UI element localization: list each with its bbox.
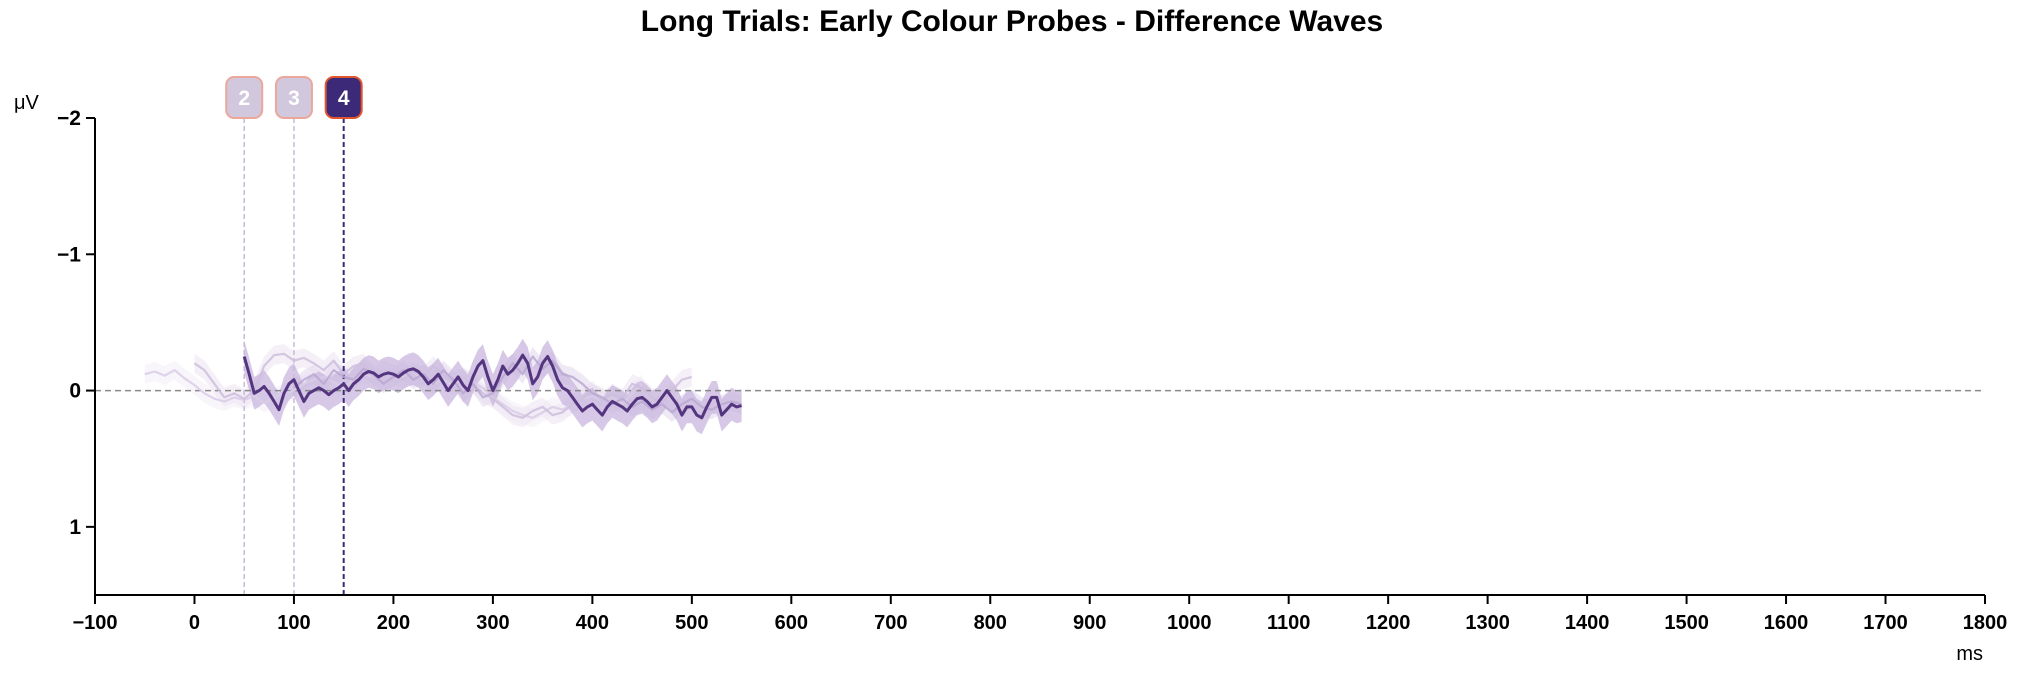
x-tick-label: 1300	[1465, 612, 1510, 634]
series-layer	[144, 352, 742, 420]
y-tick-label: 1	[69, 516, 81, 539]
x-tick-label: 500	[675, 612, 708, 634]
bands-layer	[144, 338, 742, 435]
x-tick-label: 900	[1073, 612, 1106, 634]
x-tick-label: 1500	[1664, 612, 1709, 634]
x-tick-label: 1600	[1764, 612, 1809, 634]
y-tick-label: 0	[69, 380, 81, 403]
x-tick-label: 0	[189, 612, 200, 634]
x-axis-unit: ms	[1956, 643, 1983, 665]
x-axis: −100 0 100 200 300 400 500 600 700 800 900 1000 1100…	[72, 594, 2008, 634]
x-tick-label: 300	[476, 612, 509, 634]
x-tick-label: 200	[377, 612, 410, 634]
y-tick-label: −1	[57, 243, 81, 266]
probe-badge-4	[324, 76, 363, 119]
y-axis: −2 −1 0 1	[57, 107, 96, 595]
x-tick-label: −100	[72, 612, 117, 634]
x-tick-label: 400	[576, 612, 609, 634]
y-axis-unit: μV	[14, 92, 40, 114]
probe-badge-label: 3	[288, 87, 300, 110]
probe-badge-label: 4	[338, 87, 350, 110]
x-tick-label: 800	[974, 612, 1007, 634]
x-tick-label: 600	[775, 612, 808, 634]
probe-markers: 2 3 4	[225, 76, 363, 119]
x-tick-label: 1700	[1863, 612, 1908, 634]
y-tick-label: −2	[57, 107, 81, 130]
x-tick-label: 1100	[1267, 612, 1310, 634]
probe-badge-2	[225, 76, 264, 119]
x-tick-label: 1400	[1565, 612, 1610, 634]
x-tick-label: 700	[874, 612, 907, 634]
probe-badge-label: 2	[238, 87, 250, 110]
x-tick-label: 1000	[1167, 612, 1212, 634]
series-line-probe-2	[193, 352, 693, 419]
series-line-probe-4	[242, 353, 742, 420]
x-tick-label: 1200	[1366, 612, 1411, 634]
probe-badge-3	[274, 76, 313, 119]
x-tick-label: 100	[277, 612, 310, 634]
x-tick-label: 1800	[1963, 612, 2008, 634]
chart-title: Long Trials: Early Colour Probes - Diffe…	[641, 5, 1383, 38]
